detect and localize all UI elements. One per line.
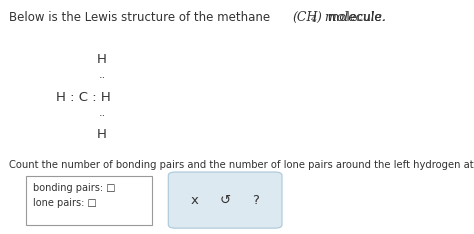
Text: molecule.: molecule. xyxy=(324,11,385,24)
Text: Count the number of bonding pairs and the number of lone pairs around the left h: Count the number of bonding pairs and th… xyxy=(9,160,474,170)
Text: H: H xyxy=(97,128,107,141)
Text: x: x xyxy=(191,194,198,207)
Text: bonding pairs: □: bonding pairs: □ xyxy=(33,183,116,193)
Text: H : C : H: H : C : H xyxy=(55,91,110,104)
Text: ··: ·· xyxy=(98,73,106,83)
Text: 4: 4 xyxy=(310,15,317,24)
Text: lone pairs: □: lone pairs: □ xyxy=(33,197,97,208)
Text: ↺: ↺ xyxy=(219,194,231,207)
Text: H: H xyxy=(97,53,107,66)
Text: Below is the Lewis structure of the methane: Below is the Lewis structure of the meth… xyxy=(9,11,273,24)
FancyBboxPatch shape xyxy=(168,172,282,228)
Text: (CH: (CH xyxy=(293,11,319,24)
Text: ?: ? xyxy=(253,194,259,207)
Text: ) molecule.: ) molecule. xyxy=(316,11,386,24)
FancyBboxPatch shape xyxy=(26,176,152,225)
Text: ··: ·· xyxy=(98,111,106,121)
